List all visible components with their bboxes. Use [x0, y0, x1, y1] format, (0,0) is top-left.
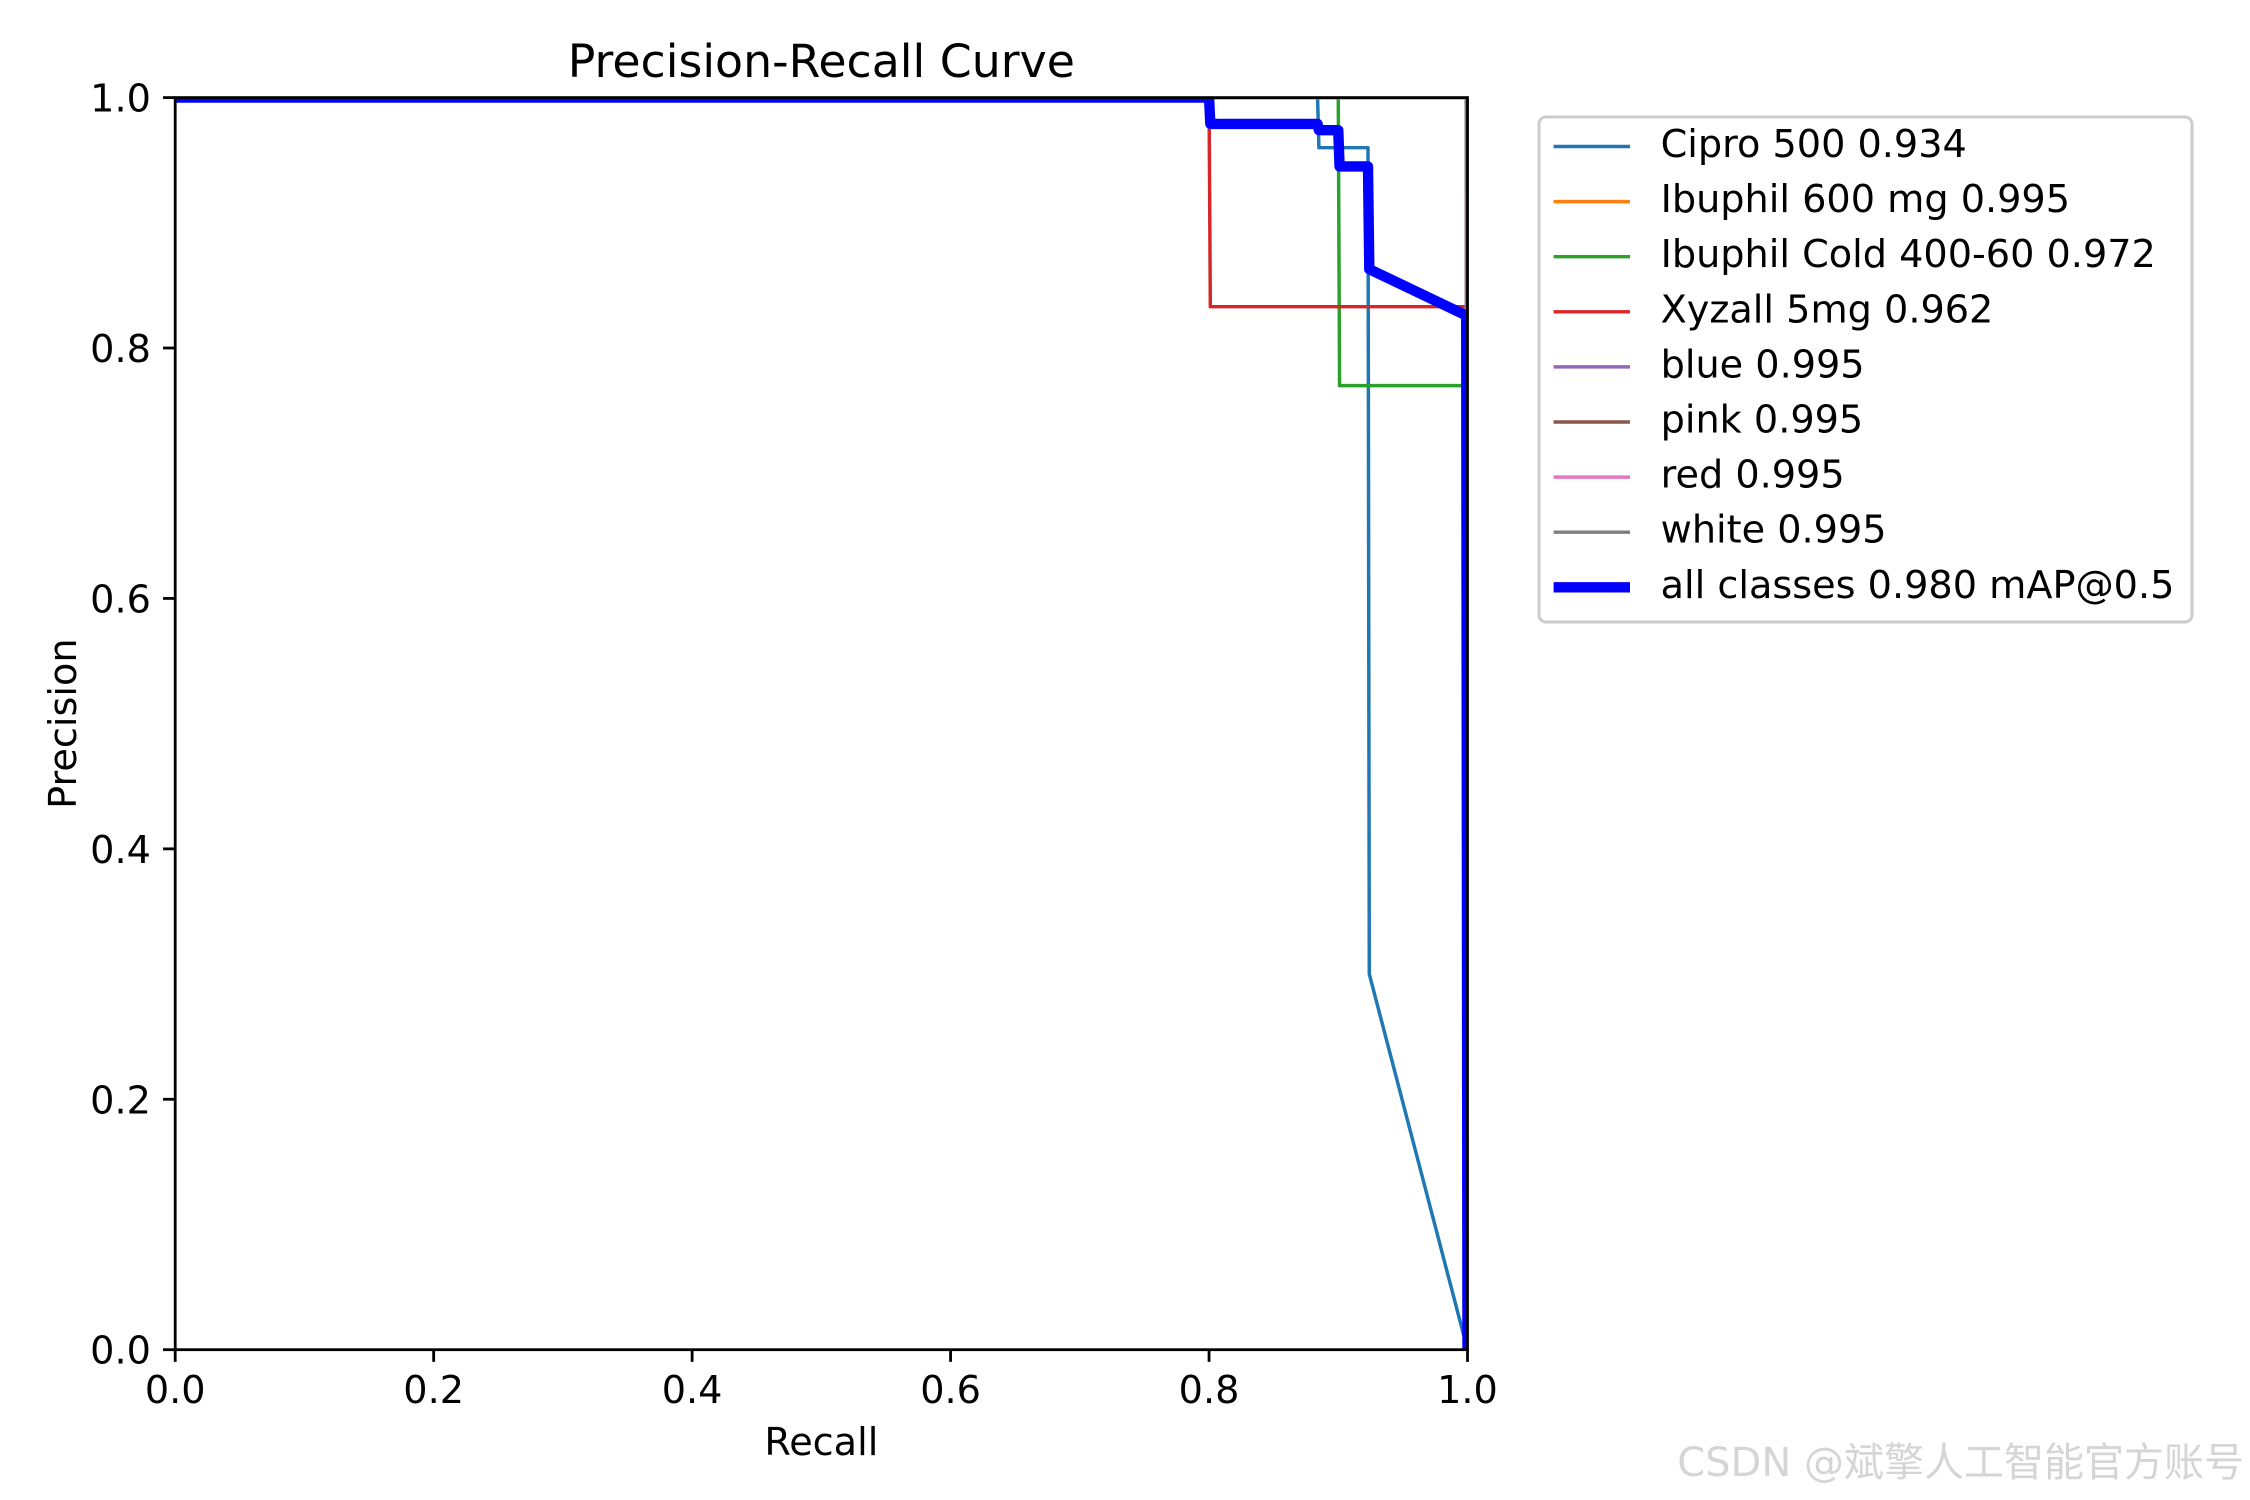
x-tick-label: 0.0 [145, 1369, 206, 1413]
x-tick-label: 0.8 [1179, 1369, 1240, 1413]
y-tick-label: 0.4 [90, 829, 151, 873]
legend-label: all classes 0.980 mAP@0.5 [1661, 564, 2175, 608]
legend-entry-all-classes-0-980-map-0-5: all classes 0.980 mAP@0.5 [1553, 564, 2175, 608]
series-line-all-classes-0-980-map-0-5 [175, 97, 1468, 1350]
axes-frame [173, 96, 1469, 1352]
legend-label: pink 0.995 [1661, 399, 1864, 443]
legend-label: Xyzall 5mg 0.962 [1661, 288, 1994, 332]
legend-entry-xyzall-5mg-0-962: Xyzall 5mg 0.962 [1553, 288, 1994, 332]
x-tick-label: 0.4 [662, 1369, 723, 1413]
legend-label: Ibuphil 600 mg 0.995 [1661, 178, 2070, 222]
legend-entry-cipro-500-0-934: Cipro 500 0.934 [1553, 123, 1967, 167]
legend-entry-blue-0-995: blue 0.995 [1553, 343, 1865, 387]
x-axis-label: Recall [764, 1421, 878, 1465]
legend-label: white 0.995 [1661, 509, 1887, 553]
x-tick-label: 1.0 [1437, 1369, 1498, 1413]
legend-entry-white-0-995: white 0.995 [1553, 509, 1887, 553]
legend-label: red 0.995 [1661, 454, 1845, 498]
legend-label: blue 0.995 [1661, 343, 1865, 387]
legend-entries: Cipro 500 0.934 Ibuphil 600 mg 0.995 Ibuph… [1553, 123, 2175, 608]
x-tick-label: 0.2 [403, 1369, 464, 1413]
chart-title: Precision-Recall Curve [568, 34, 1075, 88]
legend-entry-ibuphil-cold-400-60-0-972: Ibuphil Cold 400-60 0.972 [1553, 233, 2156, 277]
legend-entry-ibuphil-600-mg-0-995: Ibuphil 600 mg 0.995 [1553, 178, 2070, 222]
x-tick-label: 0.6 [920, 1369, 981, 1413]
y-tick-label: 1.0 [90, 78, 151, 122]
legend-frame [1537, 115, 2194, 624]
legend-entry-pink-0-995: pink 0.995 [1553, 399, 1864, 443]
legend-label: Cipro 500 0.934 [1661, 123, 1967, 167]
y-tick-label: 0.8 [90, 328, 151, 372]
axis-ticks: 0.0 0.2 0.4 0.6 0.8 1.0 0.0 0.2 0.4 0.6 0.8 1.0 [90, 78, 1498, 1413]
legend: Cipro 500 0.934 Ibuphil 600 mg 0.995 Ibuph… [1537, 115, 2194, 624]
y-tick-label: 0.0 [90, 1330, 151, 1374]
y-tick-label: 0.6 [90, 578, 151, 622]
y-axis-label: Precision [42, 638, 86, 808]
y-tick-label: 0.2 [90, 1079, 151, 1123]
plot-area [175, 97, 1468, 1350]
legend-entry-red-0-995: red 0.995 [1553, 454, 1845, 498]
watermark: CSDN @斌擎人工智能官方账号 [1677, 1440, 2244, 1486]
legend-label: Ibuphil Cold 400-60 0.972 [1661, 233, 2156, 277]
